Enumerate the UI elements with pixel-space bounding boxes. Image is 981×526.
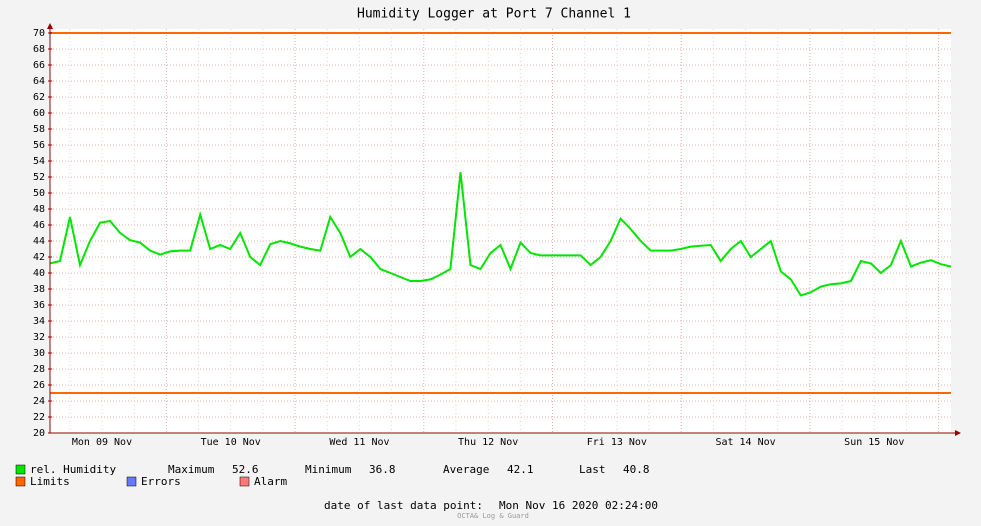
y-tick-label: 40: [33, 268, 45, 279]
x-tick-label: Tue 10 Nov: [201, 437, 261, 448]
stat-label: Minimum: [305, 463, 352, 476]
stat-label: Average: [443, 463, 489, 476]
y-tick-label: 44: [33, 236, 45, 247]
y-tick-label: 36: [33, 300, 45, 311]
x-tick-label: Sat 14 Nov: [715, 437, 775, 448]
stat-value: 42.1: [507, 463, 534, 476]
y-tick-label: 68: [33, 44, 45, 55]
stat-value: 40.8: [623, 463, 650, 476]
y-tick-label: 46: [33, 220, 45, 231]
chart-title: Humidity Logger at Port 7 Channel 1: [357, 7, 631, 22]
legend-label: rel. Humidity: [30, 463, 116, 476]
legend-label: Alarm: [254, 475, 287, 488]
x-tick-label: Wed 11 Nov: [329, 437, 389, 448]
stat-label: Maximum: [168, 463, 215, 476]
legend-label: Errors: [141, 475, 181, 488]
plot-area: [50, 29, 951, 433]
legend-swatch: [239, 476, 250, 487]
y-tick-label: 28: [33, 364, 45, 375]
y-tick-label: 32: [33, 332, 45, 343]
x-tick-label: Mon 09 Nov: [72, 437, 132, 448]
y-tick-label: 38: [33, 284, 45, 295]
y-tick-label: 42: [33, 252, 45, 263]
y-tick-label: 54: [33, 156, 45, 167]
y-axis-arrow: [47, 23, 53, 29]
y-tick-label: 48: [33, 204, 45, 215]
y-tick-label: 64: [33, 76, 45, 87]
legend-swatch: [15, 464, 26, 475]
y-tick-label: 56: [33, 140, 45, 151]
y-tick-label: 70: [33, 28, 45, 39]
x-tick-label: Thu 12 Nov: [458, 437, 518, 448]
humidity-line: [49, 172, 952, 297]
y-tick-label: 52: [33, 172, 45, 183]
stat-label: Last: [579, 463, 606, 476]
legend-swatch: [15, 476, 26, 487]
y-tick-label: 30: [33, 348, 45, 359]
y-tick-label: 26: [33, 380, 45, 391]
y-tick-label: 60: [33, 108, 45, 119]
y-tick-label: 58: [33, 124, 45, 135]
footer-value: Mon Nov 16 2020 02:24:00: [499, 499, 658, 512]
x-axis-arrow: [955, 430, 961, 436]
y-tick-label: 34: [33, 316, 45, 327]
legend-swatch: [126, 476, 137, 487]
y-tick-label: 20: [33, 428, 45, 439]
footer-label: date of last data point:: [324, 499, 483, 512]
x-tick-label: Fri 13 Nov: [587, 437, 647, 448]
y-tick-label: 62: [33, 92, 45, 103]
y-tick-label: 66: [33, 60, 45, 71]
watermark: OCTA& Log & Guard: [457, 512, 529, 520]
stat-value: 36.8: [369, 463, 396, 476]
stat-value: 52.6: [232, 463, 259, 476]
y-tick-label: 24: [33, 396, 45, 407]
legend-label: Limits: [30, 475, 70, 488]
y-tick-label: 22: [33, 412, 45, 423]
x-tick-label: Sun 15 Nov: [844, 437, 904, 448]
y-tick-label: 50: [33, 188, 45, 199]
